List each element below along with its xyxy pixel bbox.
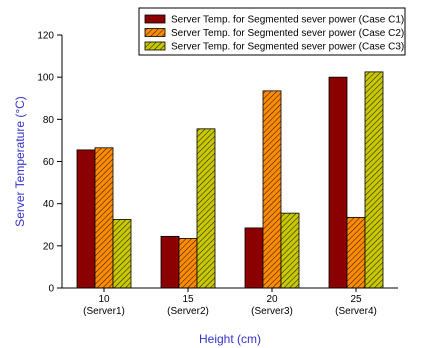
bar-series2-cat1 <box>94 147 114 289</box>
x-tick-sublabel: (Server2) <box>167 306 209 317</box>
legend-label-series1: Server Temp. for Segmented sever power (… <box>171 15 404 26</box>
plot-area <box>76 71 384 289</box>
bar-series3-cat3 <box>280 212 300 289</box>
legend-swatch-series3 <box>144 41 166 51</box>
y-tick-label: 80 <box>43 115 55 126</box>
bar-series2-cat2 <box>178 238 198 289</box>
bar-series3-cat4 <box>364 71 384 289</box>
x-tick-sublabel: (Server1) <box>83 306 125 317</box>
x-tick-label: 20 <box>266 294 278 305</box>
bar-series3-cat1 <box>112 219 132 289</box>
x-tick-sublabel: (Server4) <box>335 306 377 317</box>
legend-swatch-series1 <box>144 14 166 24</box>
y-tick-label: 20 <box>43 241 55 252</box>
legend-swatch-series2 <box>144 28 166 37</box>
y-axis-label: Server Temperature (°C) <box>13 96 27 227</box>
x-tick-label: 25 <box>350 294 362 305</box>
bar-series2-cat3 <box>262 90 282 289</box>
x-tick-sublabel: (Server3) <box>251 306 293 317</box>
y-tick-label: 40 <box>43 199 55 210</box>
bar-series1-cat4 <box>328 76 348 289</box>
x-tick-label: 10 <box>98 294 110 305</box>
bar-series2-cat4 <box>346 216 366 289</box>
legend-label-series3: Server Temp. for Segmented sever power (… <box>171 42 404 53</box>
bar-series1-cat1 <box>76 149 96 289</box>
bar-series1-cat2 <box>160 235 180 289</box>
x-axis-label: Height (cm) <box>199 332 261 346</box>
legend-label-series2: Server Temp. for Segmented sever power (… <box>171 28 404 39</box>
y-tick-label: 100 <box>37 73 54 84</box>
y-tick-label: 0 <box>48 284 54 295</box>
bar-series3-cat2 <box>196 128 216 289</box>
y-tick-label: 60 <box>43 157 55 168</box>
legend-box <box>138 7 406 56</box>
y-tick-label: 120 <box>37 31 54 42</box>
x-tick-label: 15 <box>182 294 194 305</box>
bar-series1-cat3 <box>244 227 264 289</box>
axes: 10(Server1)15(Server2)20(Server3)25(Serv… <box>37 31 398 317</box>
legend: Server Temp. for Segmented sever power (… <box>138 7 406 56</box>
